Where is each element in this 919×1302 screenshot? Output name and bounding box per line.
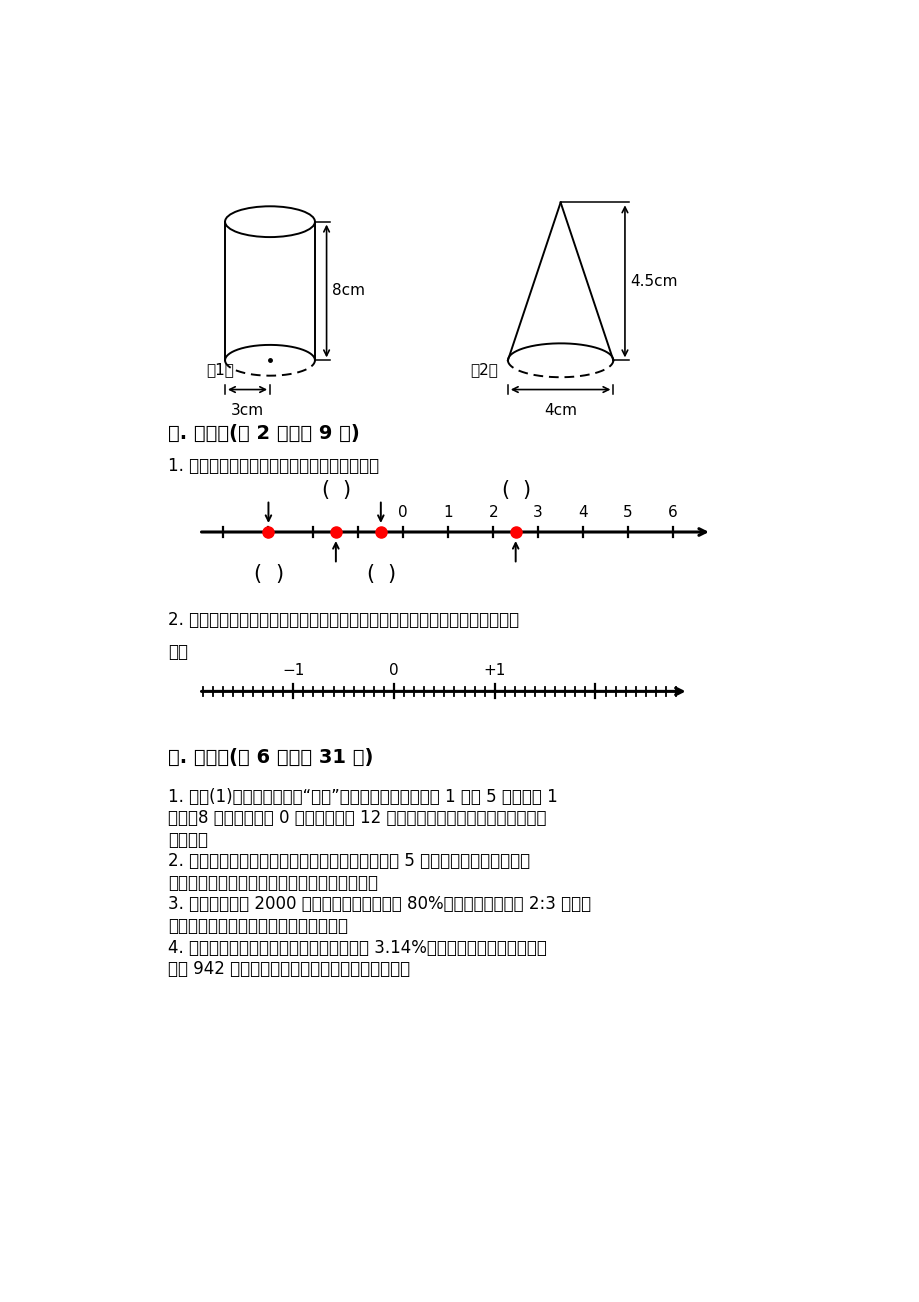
Text: 2. 一个无盖的圆柱形铁皮水桶，底面直径和高都是 5 分米，做这样一个水桶至: 2. 一个无盖的圆柱形铁皮水桶，底面直径和高都是 5 分米，做这样一个水桶至: [167, 853, 529, 870]
Text: ): ): [342, 479, 350, 500]
Text: (: (: [366, 564, 374, 585]
Text: −1: −1: [282, 663, 304, 677]
Text: (: (: [254, 564, 261, 585]
Text: 少需用多少平方分米的铁皮？（得数保留整数）: 少需用多少平方分米的铁皮？（得数保留整数）: [167, 874, 378, 892]
Text: 0: 0: [389, 663, 398, 677]
Text: ): ): [387, 564, 395, 585]
Text: 4: 4: [578, 505, 587, 521]
Text: 8cm: 8cm: [332, 284, 365, 298]
Text: （2）: （2）: [470, 362, 497, 378]
Text: 拿到 942 元利息款。张叔叔购买了多少元的国傘？: 拿到 942 元利息款。张叔叔购买了多少元的国傘？: [167, 960, 409, 978]
Text: 1. 从左到右在括号里填数。（填整数或小数）: 1. 从左到右在括号里填数。（填整数或小数）: [167, 457, 379, 474]
Text: (: (: [321, 479, 329, 500]
Text: （1）: （1）: [206, 362, 234, 378]
Text: 给中、高年级，高年级可以分得多少本？: 给中、高年级，高年级可以分得多少本？: [167, 917, 347, 935]
Text: 0: 0: [398, 505, 408, 521]
Text: 3cm: 3cm: [231, 404, 264, 418]
Text: 4cm: 4cm: [543, 404, 576, 418]
Text: 4.5cm: 4.5cm: [630, 273, 677, 289]
Text: 3: 3: [533, 505, 542, 521]
Text: 2: 2: [488, 505, 497, 521]
Text: 题得－8 分，不答者得 0 分，淘淘共得 12 分，他抚答几次？答对几道题？答错: 题得－8 分，不答者得 0 分，淘淘共得 12 分，他抚答几次？答对几道题？答错: [167, 810, 546, 827]
Text: 4. 张叔叔购买了三年期国傘，当时年利率为 3.14%。到期时张叔叔除本金外，: 4. 张叔叔购买了三年期国傘，当时年利率为 3.14%。到期时张叔叔除本金外，: [167, 939, 546, 957]
Text: ): ): [275, 564, 283, 585]
Text: 六. 解答题(公 6 题，公 31 分): 六. 解答题(公 6 题，公 31 分): [167, 747, 373, 767]
Text: 数。: 数。: [167, 643, 187, 661]
Text: 2. 下面的数轴，我们认识的数能用数轴上的点表示，在相应的点上写出相应的: 2. 下面的数轴，我们认识的数能用数轴上的点表示，在相应的点上写出相应的: [167, 611, 518, 629]
Text: ): ): [522, 479, 530, 500]
Text: 五. 作图题(公 2 题，公 9 分): 五. 作图题(公 2 题，公 9 分): [167, 424, 359, 443]
Text: 1: 1: [443, 505, 452, 521]
Text: 5: 5: [622, 505, 632, 521]
Text: +1: +1: [483, 663, 505, 677]
Text: (: (: [500, 479, 508, 500]
Text: 几道题？: 几道题？: [167, 831, 208, 849]
Text: 1. 在六(1)班新年联欢会的“猜谜”抚答比赛中，规定答对 1 题得 5 分，答错 1: 1. 在六(1)班新年联欢会的“猜谜”抚答比赛中，规定答对 1 题得 5 分，答…: [167, 788, 557, 806]
Text: 3. 学校购进图书 2000 本，其中文学类图书占 80%，将这些文学书按 2:3 全部分: 3. 学校购进图书 2000 本，其中文学类图书占 80%，将这些文学书按 2:…: [167, 896, 590, 914]
Text: 6: 6: [667, 505, 677, 521]
